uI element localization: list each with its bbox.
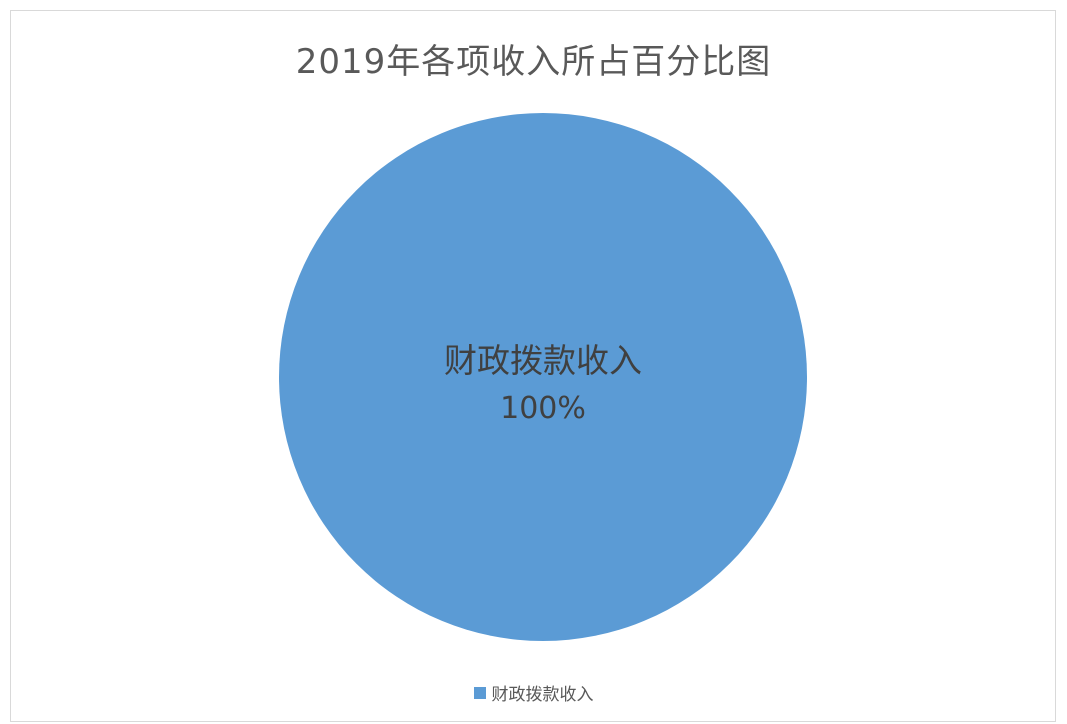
pie-slice (279, 113, 807, 641)
legend-label: 财政拨款收入 (491, 685, 594, 705)
legend-item-financial-appropriation: 财政拨款收入 (473, 680, 594, 705)
legend-swatch (473, 686, 486, 699)
legend: 财政拨款收入 (0, 680, 1067, 705)
data-label-percent: 100% (500, 391, 586, 426)
chart-title: 2019年各项收入所占百分比图 (295, 42, 772, 82)
data-label-category: 财政拨款收入 (444, 341, 642, 380)
